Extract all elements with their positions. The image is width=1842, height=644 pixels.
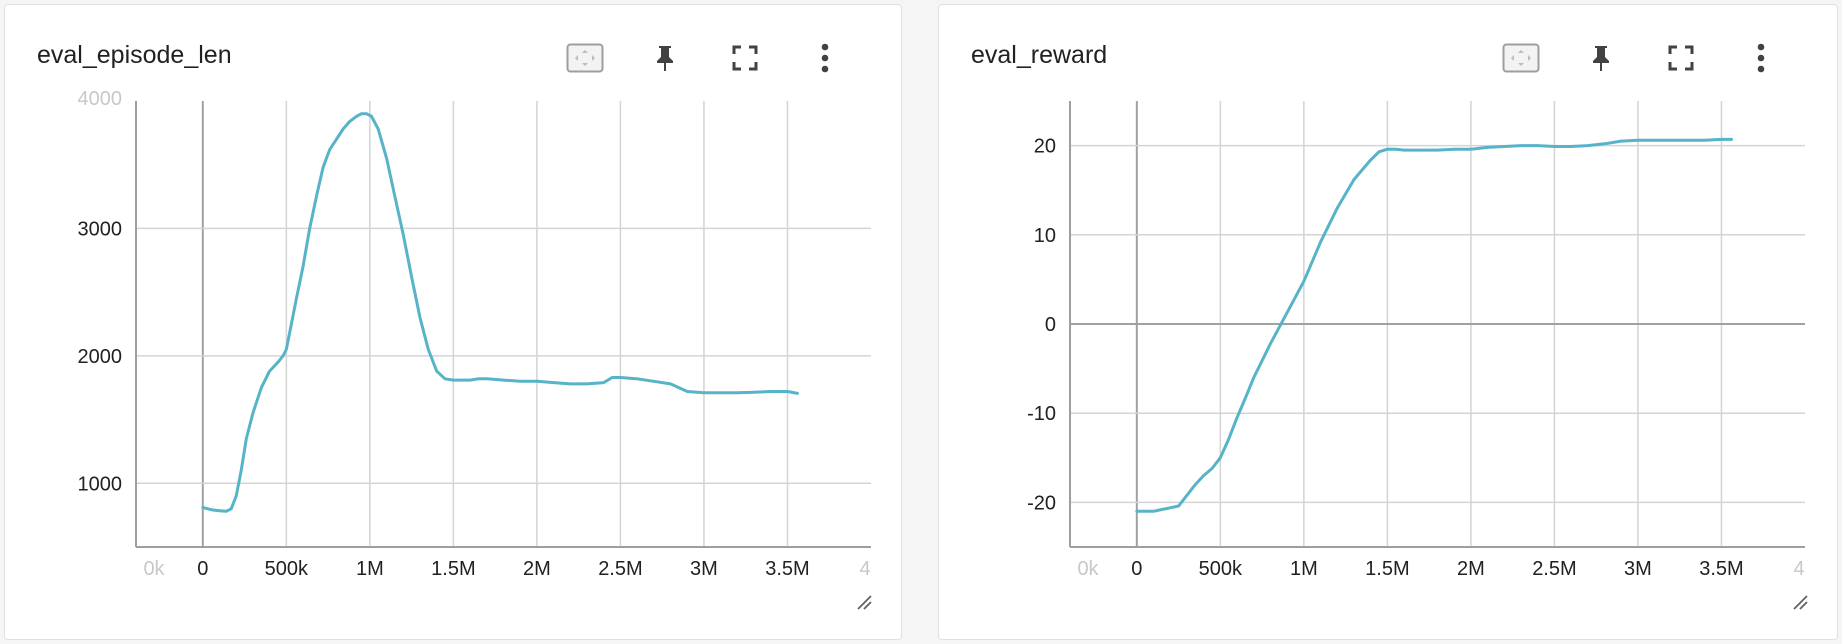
card-toolbar	[1481, 35, 1801, 81]
more-vert-icon	[1757, 43, 1765, 73]
y-tick-label: 3000	[78, 218, 123, 240]
y-tick-label: -20	[1027, 492, 1056, 514]
x-edge-label-right: 4	[859, 558, 870, 580]
x-tick-label: 500k	[1199, 558, 1243, 580]
fit-domain-icon	[1502, 43, 1540, 73]
y-tick-label: 1000	[78, 473, 123, 495]
x-tick-label: 3M	[690, 558, 718, 580]
x-tick-label: 2.5M	[1532, 558, 1576, 580]
y-tick-label: 2000	[78, 346, 123, 368]
card-title: eval_reward	[971, 41, 1108, 69]
more-options-button[interactable]	[785, 35, 865, 81]
x-tick-label: 0	[1131, 558, 1142, 580]
card-toolbar	[545, 35, 865, 81]
y-tick-label: 10	[1034, 225, 1056, 247]
fit-domain-icon	[566, 43, 604, 73]
more-options-button[interactable]	[1721, 35, 1801, 81]
pin-button[interactable]	[625, 35, 705, 81]
pin-icon	[1593, 46, 1609, 71]
line-chart[interactable]: 0 500k 1M 1.5M 2M 2.5M 3M 3.5M 0k 4 1000 2000 3000 40…	[5, 5, 903, 641]
x-tick-label: 0	[197, 558, 208, 580]
grid	[1070, 101, 1805, 547]
fit-domain-button[interactable]	[545, 35, 625, 81]
y-tick-label: 0	[1045, 314, 1056, 336]
x-tick-label: 2M	[523, 558, 551, 580]
x-tick-label: 2M	[1457, 558, 1485, 580]
resize-handle-icon[interactable]	[855, 593, 873, 611]
fullscreen-button[interactable]	[705, 35, 785, 81]
pin-icon	[657, 46, 673, 71]
x-tick-label: 1.5M	[431, 558, 475, 580]
fit-domain-button[interactable]	[1481, 35, 1561, 81]
y-top-label: 4000	[78, 88, 123, 110]
series-line[interactable]	[1135, 137, 1733, 513]
y-tick-label: 20	[1034, 136, 1056, 158]
x-tick-label: 2.5M	[598, 558, 642, 580]
x-tick-label: 3.5M	[1699, 558, 1743, 580]
resize-handle-icon[interactable]	[1791, 593, 1809, 611]
card-title: eval_episode_len	[37, 41, 232, 69]
chart-card-eval-reward: eval_reward 0 500k 1M 1.5M 2M 2.5M 3M 3.5M 0k 4 -2…	[938, 4, 1838, 640]
x-tick-label: 3M	[1624, 558, 1652, 580]
x-edge-label-right: 4	[1793, 558, 1804, 580]
fullscreen-button[interactable]	[1641, 35, 1721, 81]
x-edge-label-left: 0k	[1077, 558, 1099, 580]
x-tick-label: 1M	[1290, 558, 1318, 580]
y-tick-label: -10	[1027, 403, 1056, 425]
x-tick-label: 3.5M	[765, 558, 809, 580]
x-edge-label-left: 0k	[143, 558, 165, 580]
pin-button[interactable]	[1561, 35, 1641, 81]
x-tick-label: 1.5M	[1365, 558, 1409, 580]
more-vert-icon	[821, 43, 829, 73]
series-line[interactable]	[201, 112, 799, 513]
chart-card-eval-episode-len: eval_episode_len 0 500k 1M 1.5M 2M 2.5M 3M 3.5M…	[4, 4, 902, 640]
fullscreen-icon	[732, 45, 758, 71]
x-tick-label: 1M	[356, 558, 384, 580]
x-tick-label: 500k	[265, 558, 309, 580]
line-chart[interactable]: 0 500k 1M 1.5M 2M 2.5M 3M 3.5M 0k 4 -20 -10 0 10 20	[939, 5, 1839, 641]
fullscreen-icon	[1668, 45, 1694, 71]
grid	[136, 101, 871, 547]
